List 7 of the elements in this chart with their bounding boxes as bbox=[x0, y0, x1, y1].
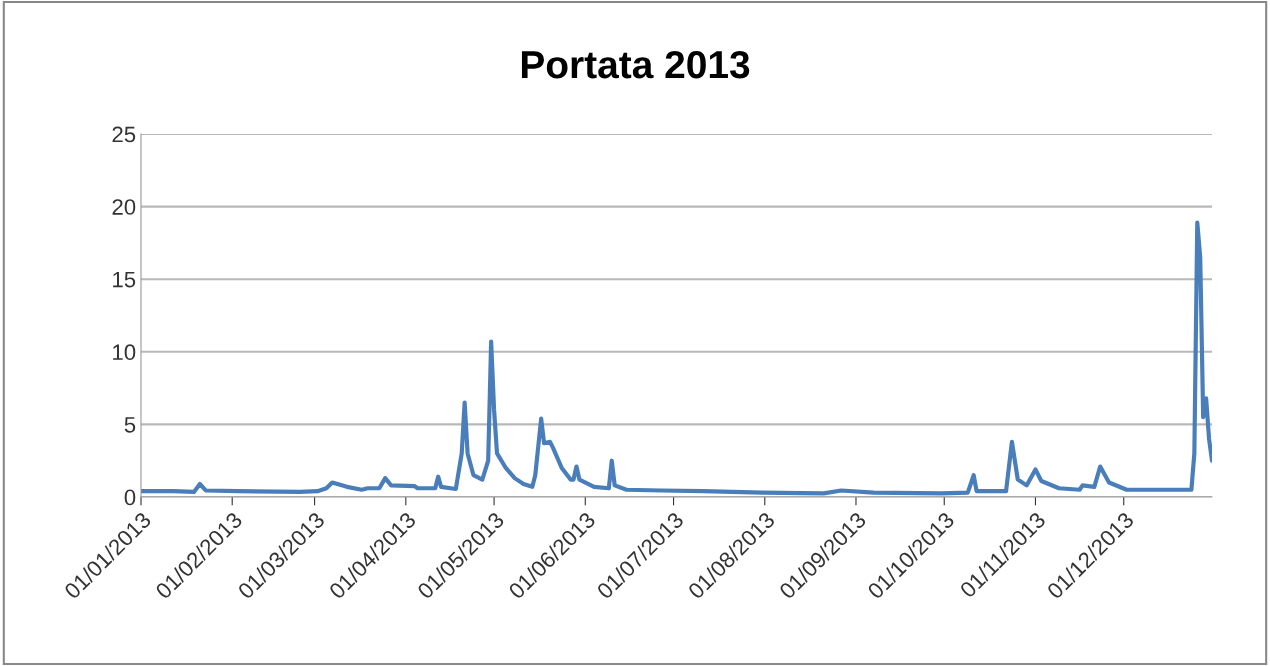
y-tick-label: 10 bbox=[113, 344, 136, 361]
chart-title: Portata 2013 bbox=[521, 50, 750, 79]
y-tick-label: 20 bbox=[112, 199, 136, 215]
y-tick-label: 25 bbox=[112, 126, 136, 143]
y-tick-label: 15 bbox=[113, 271, 136, 288]
y-tick-label: 5 bbox=[124, 417, 136, 433]
y-tick-label: 0 bbox=[124, 489, 136, 506]
